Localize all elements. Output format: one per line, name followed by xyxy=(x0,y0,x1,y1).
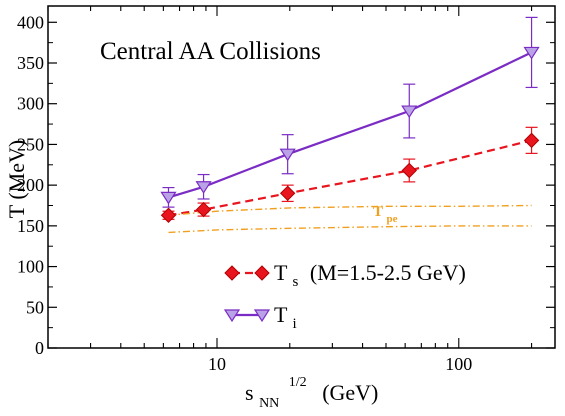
x-axis-label: s NN 1/2 (GeV) xyxy=(245,366,378,412)
data-point-ts xyxy=(195,201,212,218)
data-point-ts xyxy=(160,207,177,223)
y-tick-label: 250 xyxy=(17,134,44,154)
series-line-tpe_upper xyxy=(168,204,532,216)
y-tick-label: 350 xyxy=(17,53,44,73)
y-tick-label: 0 xyxy=(35,338,44,358)
tick-labels: 0 50 100 150 200 250 300 350 400 10 100 xyxy=(17,12,472,374)
legend-marker-ti-right xyxy=(253,309,271,323)
tpe-annotation: T pe xyxy=(373,204,398,225)
y-tick-label: 150 xyxy=(17,216,44,236)
x-tick-label: 10 xyxy=(208,354,226,374)
data-point-ti xyxy=(523,46,540,60)
legend-marker-ts-left xyxy=(224,265,240,281)
legend-label-ti-sub: i xyxy=(293,316,297,332)
data-point-ti xyxy=(401,105,418,119)
x-axis-label-sup: 1/2 xyxy=(289,375,307,390)
y-tick-label: 200 xyxy=(17,175,44,195)
x-axis-label-base: s xyxy=(245,380,254,405)
axis-ticks xyxy=(47,6,555,349)
plot-frame xyxy=(47,5,556,349)
data-point-ti xyxy=(279,148,296,162)
y-tick-label: 400 xyxy=(17,12,44,32)
legend-label-ts-suffix: (M=1.5-2.5 GeV) xyxy=(310,260,466,285)
legend-marker-ts-right xyxy=(254,265,270,281)
legend-marker-ti-left xyxy=(223,309,241,323)
legend: T s (M=1.5-2.5 GeV) T i xyxy=(223,260,466,332)
tpe-annotation-base: T xyxy=(373,204,383,220)
series-line-tpe_lower xyxy=(168,225,532,234)
data-markers xyxy=(160,46,540,223)
legend-entry-ts: T s (M=1.5-2.5 GeV) xyxy=(224,260,466,291)
data-point-ts xyxy=(401,162,417,179)
data-point-ts xyxy=(279,185,296,201)
legend-label-ti: T i xyxy=(274,302,297,332)
y-axis-label: T (MeV) xyxy=(4,140,29,218)
chart-title: Central AA Collisions xyxy=(100,38,321,65)
data-point-ti xyxy=(160,191,177,205)
y-tick-label: 100 xyxy=(17,257,44,277)
data-point-ts xyxy=(523,132,540,149)
tpe-annotation-sub: pe xyxy=(386,213,397,225)
x-axis-label-unit: (GeV) xyxy=(322,380,378,405)
x-axis-label-sub: NN xyxy=(259,396,279,411)
y-tick-label: 50 xyxy=(26,297,44,317)
legend-entry-ti: T i xyxy=(223,302,297,332)
data-point-ti xyxy=(195,181,212,194)
legend-label-ts: T s (M=1.5-2.5 GeV) xyxy=(274,260,466,291)
legend-label-ti-base: T xyxy=(274,302,288,327)
legend-label-ts-base: T xyxy=(274,260,288,285)
y-tick-label: 300 xyxy=(17,94,44,114)
x-tick-label: 100 xyxy=(445,354,472,374)
legend-label-ts-sub: s xyxy=(293,274,299,290)
